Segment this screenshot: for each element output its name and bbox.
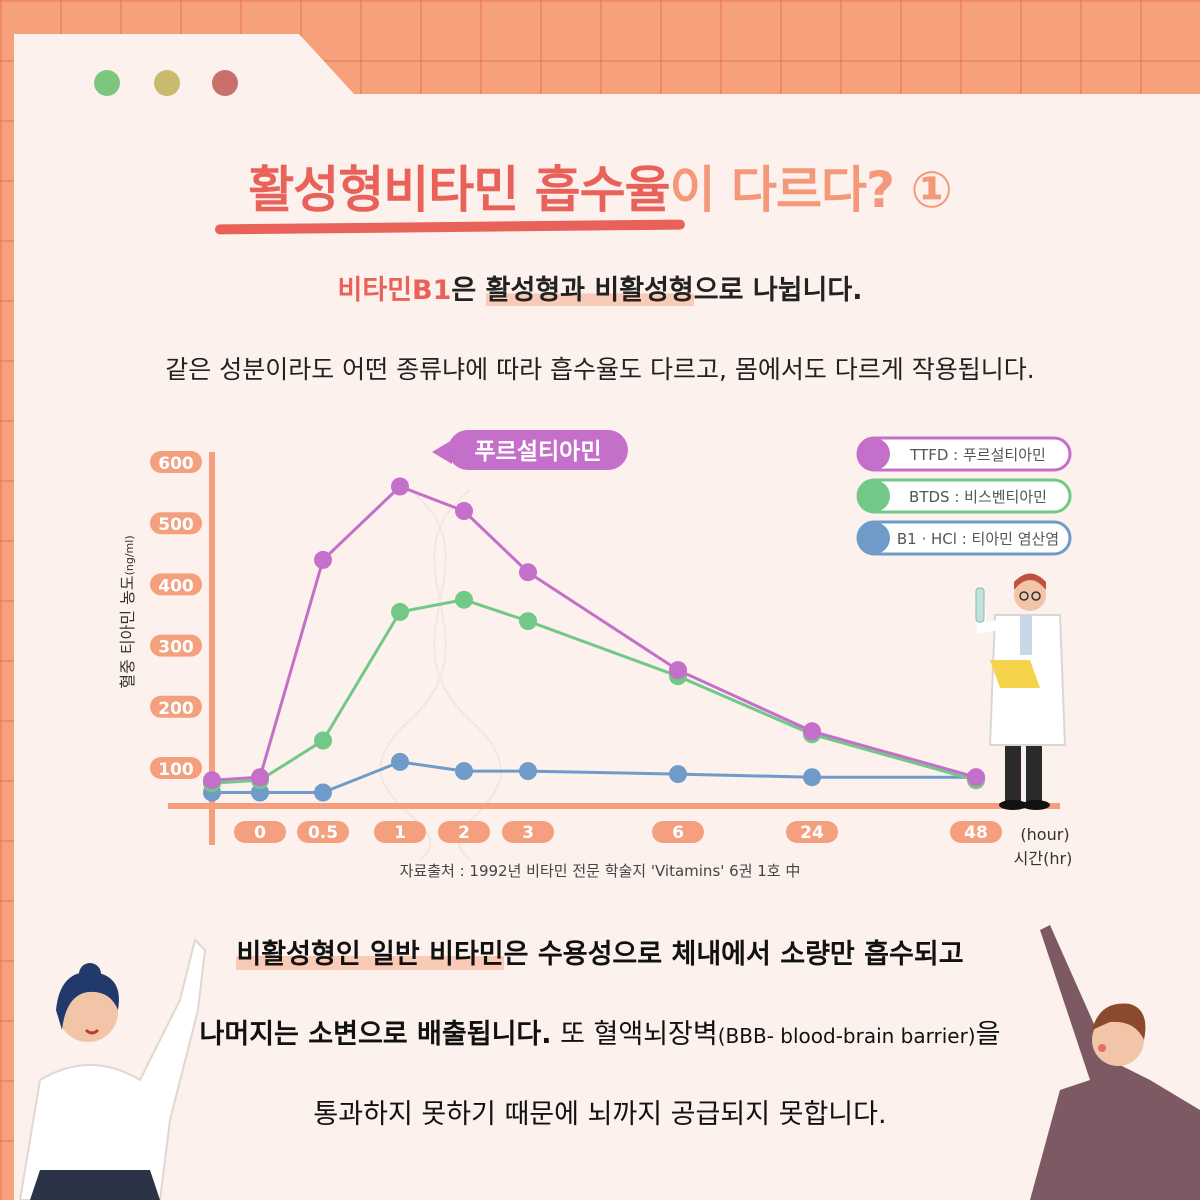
- legend-label: B1 · HCl : 티아민 염산염: [897, 530, 1059, 548]
- x-tick-pill: [438, 821, 490, 843]
- data-point: [803, 722, 821, 741]
- legend-label: TTFD : 푸르설티아민: [909, 446, 1046, 464]
- window-dot-olive: [154, 70, 180, 96]
- callout-text: 푸르설티아민: [475, 439, 602, 465]
- data-point: [803, 768, 821, 787]
- bottom-line-2-rest: 또 혈액뇌장벽: [551, 1019, 718, 1050]
- window-dot-green: [94, 70, 120, 96]
- callout-bubble: 푸르설티아민: [432, 430, 628, 470]
- legend-swatch: [858, 438, 890, 470]
- y-tick-pill: [150, 695, 202, 718]
- window-dot-red: [212, 70, 238, 96]
- data-point: [455, 762, 473, 781]
- data-point: [314, 731, 332, 750]
- x-tick-label: 2: [458, 823, 470, 843]
- data-point: [669, 765, 687, 784]
- bottom-line-2: 나머지는 소변으로 배출됩니다. 또 혈액뇌장벽(BBB- blood-brai…: [0, 1012, 1200, 1051]
- x-axis-label: 시간(hr): [1014, 849, 1073, 868]
- y-tick-label: 400: [158, 576, 194, 596]
- title-rest: 이 다르다? ①: [669, 161, 953, 219]
- data-point: [519, 563, 537, 582]
- data-point: [455, 590, 473, 609]
- data-point: [455, 502, 473, 520]
- y-axis-unit: (ng/ml): [123, 535, 136, 575]
- title-highlight: 활성형비타민 흡수율: [248, 161, 670, 219]
- subtitle-pre: 은: [451, 275, 486, 306]
- bottom-line-2-end: 을: [975, 1019, 1001, 1050]
- bottom-line-1-marked: 비활성형인 일반 비타민: [236, 939, 504, 970]
- y-tick-label: 600: [158, 454, 194, 474]
- subtitle-marked: 활성형과 비활성형: [485, 275, 694, 306]
- bottom-line-3: 통과하지 못하기 때문에 뇌까지 공급되지 못합니다.: [313, 1099, 887, 1130]
- x-tick-pill: [234, 821, 286, 843]
- data-point: [391, 752, 409, 771]
- page-title: 활성형비타민 흡수율이 다르다? ①: [0, 150, 1200, 222]
- y-tick-label: 300: [158, 638, 194, 658]
- bottom-line-1-rest: 은 수용성으로 체내에서 소량만 흡수되고: [503, 939, 964, 970]
- y-tick-pill: [150, 512, 202, 535]
- x-tick-label: 0: [254, 823, 266, 843]
- data-point: [519, 762, 537, 781]
- series-line: [211, 598, 977, 785]
- data-point: [669, 661, 687, 680]
- source-note: 자료출처 : 1992년 비타민 전문 학술지 'Vitamins' 6권 1호…: [400, 862, 801, 880]
- x-tick-label: 0.5: [308, 823, 338, 843]
- data-point: [391, 602, 409, 621]
- bottom-line-1: 비활성형인 일반 비타민은 수용성으로 체내에서 소량만 흡수되고: [0, 932, 1200, 971]
- data-point: [314, 783, 332, 802]
- y-tick-pill: [150, 573, 202, 596]
- x-tick-label: 3: [522, 823, 534, 843]
- x-tick-pill: [374, 821, 426, 843]
- legend-label: BTDS : 비스벤티아민: [909, 488, 1047, 506]
- x-tick-pill: [652, 821, 704, 843]
- x-tick-pill: [297, 821, 349, 843]
- subtitle-post: 으로 나뉩니다.: [693, 275, 863, 306]
- x-axis-unit: (hour): [1020, 825, 1069, 844]
- data-point: [251, 783, 269, 802]
- svg-text:혈중 티아민 농도(ng/ml): 혈중 티아민 농도(ng/ml): [118, 535, 137, 688]
- x-tick-label: 24: [800, 823, 824, 843]
- doctor-illustration: [975, 573, 1067, 810]
- x-tick-pill: [786, 821, 838, 843]
- x-tick-pill: [950, 821, 1002, 843]
- y-tick-pill: [150, 634, 202, 657]
- data-point: [967, 768, 985, 787]
- y-tick-label: 200: [158, 699, 194, 719]
- x-tick-pill: [502, 821, 554, 843]
- x-tick-label: 48: [964, 823, 988, 843]
- description: 같은 성분이라도 어떤 종류냐에 따라 흡수율도 다르고, 몸에서도 다르게 작…: [165, 355, 1035, 384]
- x-tick-label: 6: [672, 823, 684, 843]
- data-point: [314, 550, 332, 569]
- y-tick-pill: [150, 451, 202, 473]
- data-point: [251, 768, 269, 787]
- data-point: [519, 612, 537, 631]
- x-tick-label: 1: [394, 823, 406, 843]
- y-tick-label: 500: [158, 515, 194, 535]
- subtitle-highlight: 비타민B1: [337, 275, 452, 306]
- bottom-line-2-bold: 나머지는 소변으로 배출됩니다.: [199, 1019, 552, 1050]
- bottom-line-2-small: (BBB- blood-brain barrier): [717, 1024, 976, 1048]
- legend-swatch: [858, 480, 890, 512]
- y-tick-label: 100: [158, 760, 194, 780]
- data-point: [391, 477, 409, 496]
- data-point: [203, 771, 221, 790]
- legend-swatch: [858, 522, 890, 554]
- y-tick-pill: [150, 757, 202, 779]
- subtitle: 비타민B1은 활성형과 비활성형으로 나뉩니다.: [0, 268, 1200, 307]
- y-axis-label: 혈중 티아민 농도: [118, 575, 137, 688]
